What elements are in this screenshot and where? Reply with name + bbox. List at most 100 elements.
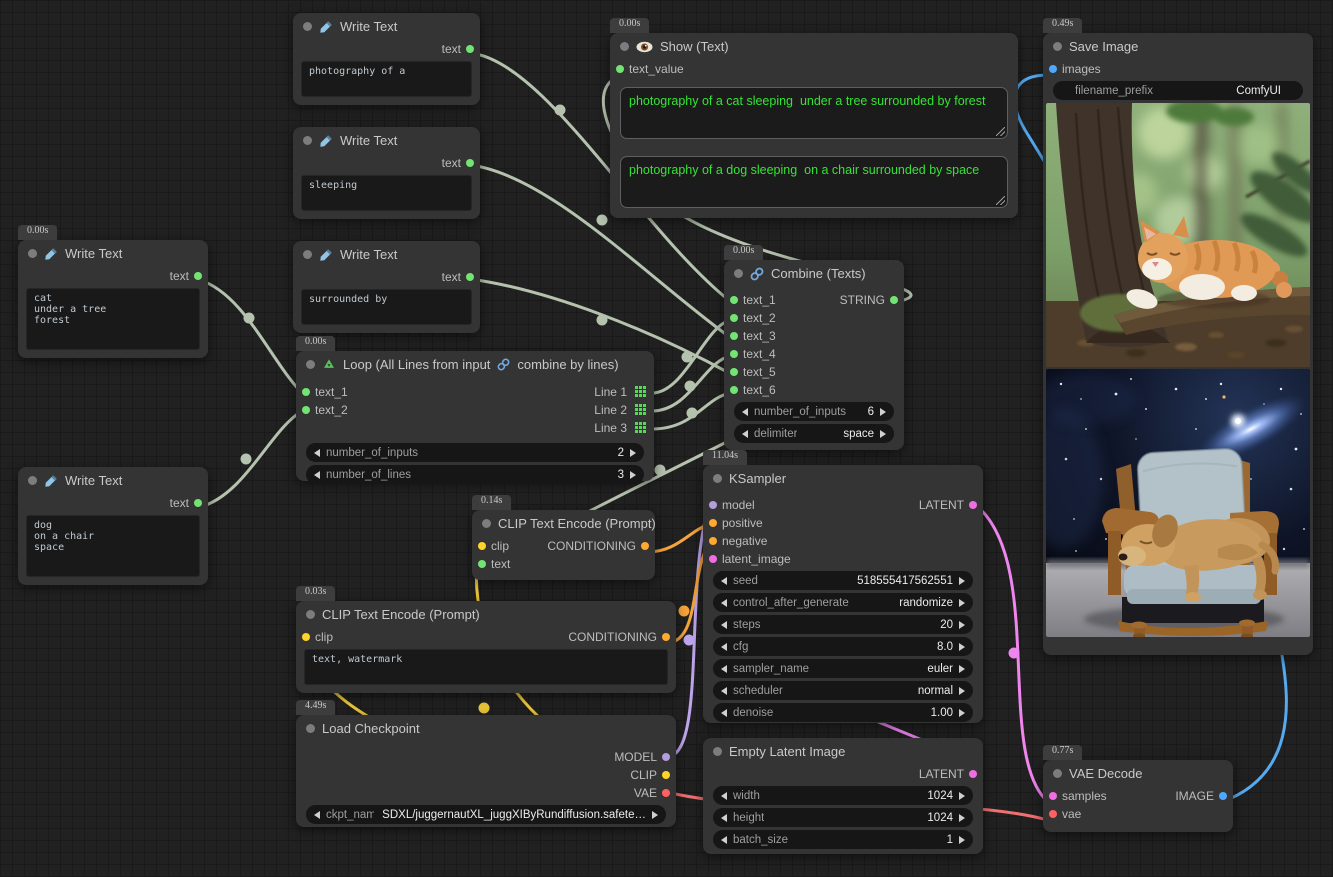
node-ksampler[interactable]: 11.04s KSampler model LATENT positive ne… [703,450,983,723]
increment-arrow-icon[interactable] [652,810,658,819]
decrement-arrow-icon[interactable] [314,448,320,457]
denoise-widget[interactable]: denoise 1.00 [713,703,973,722]
node-header[interactable]: CLIP Text Encode (Prompt) [296,601,676,628]
decrement-arrow-icon[interactable] [314,810,320,819]
node-header[interactable]: Write Text [18,240,208,267]
collapse-dot[interactable] [482,519,491,528]
node-header[interactable]: Save Image [1043,33,1313,60]
collapse-dot[interactable] [303,22,312,31]
node-header[interactable]: Loop (All Lines from input combine by li… [296,351,654,378]
delimiter-widget[interactable]: delimiter space [734,424,894,443]
text-output-slot[interactable] [466,45,474,53]
latent-image-input-slot[interactable] [709,555,717,563]
node-loop[interactable]: 0.00s Loop (All Lines from input combine… [296,336,654,484]
decrement-arrow-icon[interactable] [721,642,727,651]
node-load-checkpoint[interactable]: 4.49s Load Checkpoint MODEL CLIP VAE ckp… [296,700,676,827]
decrement-arrow-icon[interactable] [721,576,727,585]
reroute-dot[interactable] [240,453,252,465]
collapse-dot[interactable] [306,610,315,619]
reroute-dot[interactable] [678,605,690,617]
text-value-input-slot[interactable] [616,65,624,73]
grid-output-icon[interactable] [635,402,646,420]
text-area[interactable]: sleeping [301,175,472,211]
reroute-dot[interactable] [684,380,696,392]
collapse-dot[interactable] [306,360,315,369]
vae-output-slot[interactable] [662,789,670,797]
scheduler-widget[interactable]: scheduler normal [713,681,973,700]
node-header[interactable]: Write Text [293,13,480,40]
collapse-dot[interactable] [620,42,629,51]
decrement-arrow-icon[interactable] [721,664,727,673]
node-header[interactable]: Write Text [18,467,208,494]
decrement-arrow-icon[interactable] [721,620,727,629]
collapse-dot[interactable] [713,474,722,483]
reroute-dot[interactable] [478,702,490,714]
reroute-dot[interactable] [683,634,695,646]
increment-arrow-icon[interactable] [959,664,965,673]
latent-output-slot[interactable] [969,501,977,509]
collapse-dot[interactable] [1053,769,1062,778]
node-clip-text-encode-negative[interactable]: 0.03s CLIP Text Encode (Prompt) clip CON… [296,586,676,693]
reroute-dot[interactable] [596,314,608,326]
conditioning-output-slot[interactable] [641,542,649,550]
increment-arrow-icon[interactable] [630,470,636,479]
text4-input-slot[interactable] [730,350,738,358]
node-header[interactable]: Show (Text) [610,33,1018,60]
conditioning-output-slot[interactable] [662,633,670,641]
increment-arrow-icon[interactable] [959,791,965,800]
collapse-dot[interactable] [28,476,37,485]
node-write-text-surrounded[interactable]: Write Text text surrounded by [293,241,480,333]
shown-text-1[interactable]: photography of a cat sleeping under a tr… [620,87,1008,139]
collapse-dot[interactable] [306,724,315,733]
collapse-dot[interactable] [303,136,312,145]
decrement-arrow-icon[interactable] [721,686,727,695]
text2-input-slot[interactable] [302,406,310,414]
collapse-dot[interactable] [28,249,37,258]
collapse-dot[interactable] [734,269,743,278]
decrement-arrow-icon[interactable] [721,835,727,844]
node-header[interactable]: Write Text [293,127,480,154]
images-input-slot[interactable] [1049,65,1057,73]
node-empty-latent-image[interactable]: Empty Latent Image LATENT width 1024 heig… [703,738,983,854]
shown-text-2[interactable]: photography of a dog sleeping on a chair… [620,156,1008,208]
reroute-dot[interactable] [654,464,666,476]
reroute-dot[interactable] [686,407,698,419]
text-input-slot[interactable] [478,560,486,568]
collapse-dot[interactable] [713,747,722,756]
text-area[interactable]: photography of a [301,61,472,97]
node-combine-texts[interactable]: 0.00s Combine (Texts) text_1 STRING text… [724,245,904,450]
decrement-arrow-icon[interactable] [721,598,727,607]
decrement-arrow-icon[interactable] [314,470,320,479]
collapse-dot[interactable] [303,250,312,259]
text-output-slot[interactable] [194,499,202,507]
increment-arrow-icon[interactable] [959,708,965,717]
clip-input-slot[interactable] [302,633,310,641]
node-clip-text-encode-positive[interactable]: 0.14s CLIP Text Encode (Prompt) clip CON… [472,495,655,580]
increment-arrow-icon[interactable] [959,576,965,585]
node-header[interactable]: KSampler [703,465,983,492]
text6-input-slot[interactable] [730,386,738,394]
text-area[interactable]: cat under a tree forest [26,288,200,350]
cfg-widget[interactable]: cfg 8.0 [713,637,973,656]
positive-input-slot[interactable] [709,519,717,527]
text-output-slot[interactable] [194,272,202,280]
decrement-arrow-icon[interactable] [721,791,727,800]
text-output-slot[interactable] [466,159,474,167]
increment-arrow-icon[interactable] [959,598,965,607]
decrement-arrow-icon[interactable] [742,407,748,416]
decrement-arrow-icon[interactable] [721,813,727,822]
ckpt-name-widget[interactable]: ckpt_name SDXL/juggernautXL_juggXIByRund… [306,805,666,824]
seed-widget[interactable]: seed 518555417562551 [713,571,973,590]
reroute-dot[interactable] [681,351,693,363]
node-header[interactable]: CLIP Text Encode (Prompt) [472,510,655,537]
node-write-text-dog[interactable]: Write Text text dog on a chair space [18,467,208,585]
node-save-image[interactable]: 0.49s Save Image images filename_prefix … [1043,18,1313,655]
latent-output-slot[interactable] [969,770,977,778]
image-output-slot[interactable] [1219,792,1227,800]
batch-size-widget[interactable]: batch_size 1 [713,830,973,849]
height-widget[interactable]: height 1024 [713,808,973,827]
node-show-text[interactable]: 0.00s Show (Text) text_value photography… [610,18,1018,218]
increment-arrow-icon[interactable] [959,686,965,695]
increment-arrow-icon[interactable] [880,429,886,438]
